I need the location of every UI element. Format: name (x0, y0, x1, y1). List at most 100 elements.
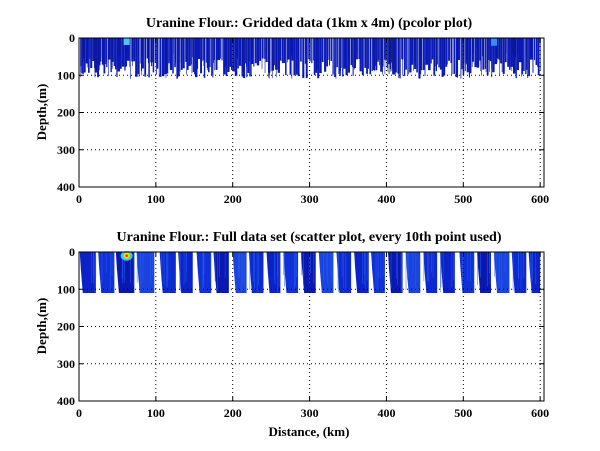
pcolor-cell (225, 38, 228, 77)
pcolor-cell (247, 38, 250, 74)
pcolor-cell (384, 38, 386, 60)
pcolor-cell (291, 38, 294, 61)
pcolor-cell (416, 38, 418, 73)
pcolor-cell (185, 38, 187, 62)
pcolor-cell (474, 38, 477, 68)
pcolor-cell (535, 38, 538, 65)
pcolor-cell (336, 38, 338, 68)
pcolor-cell (425, 38, 429, 65)
pcolor-cell (439, 38, 442, 70)
pcolor-cell (271, 38, 275, 71)
pcolor-cell (431, 38, 434, 60)
y-tick-label: 400 (57, 180, 75, 194)
scatter-plot-grid (79, 252, 544, 401)
pcolor-cell (293, 38, 296, 76)
scatter-profile (213, 252, 229, 293)
pcolor-cell (158, 38, 160, 78)
x-tick-label: 200 (224, 406, 242, 420)
pcolor-cell (242, 38, 246, 79)
pcolor-cell (308, 38, 310, 60)
pcolor-cell (156, 38, 159, 69)
pcolor-cell (317, 38, 320, 79)
pcolor-cell (330, 38, 332, 62)
x-tick-label: 300 (301, 406, 319, 420)
pcolor-cell (82, 38, 84, 74)
pcolor-cell (532, 38, 534, 73)
pcolor-cell (105, 38, 107, 65)
pcolor-cell (441, 38, 444, 77)
pcolor-cell (516, 38, 519, 71)
pcolor-cell (154, 38, 156, 63)
pcolor-cell (140, 38, 141, 64)
pcolor-cell (521, 38, 524, 75)
pcolor-cell (312, 38, 314, 61)
scatter-plot-title: Uranine Flour.: Full data set (scatter p… (117, 230, 502, 245)
pcolor-cell (411, 38, 414, 65)
pcolor-cell (386, 38, 388, 68)
pcolor-cell (311, 38, 313, 64)
pcolor-cell (129, 38, 131, 67)
pcolor-cell (300, 38, 302, 62)
pcolor-cell (232, 38, 235, 72)
pcolor-cell (254, 38, 257, 64)
pcolor-cell (345, 38, 348, 76)
pcolor-cell (117, 38, 120, 72)
pcolor-cell (392, 38, 395, 75)
pcolor-cell (186, 38, 189, 70)
pcolor-cell (145, 38, 147, 77)
pcolor-cell (214, 38, 216, 61)
pcolor-cell (212, 38, 214, 78)
pcolor-cell (515, 38, 517, 79)
pcolor-cell (140, 38, 142, 72)
pcolor-cell (92, 38, 95, 62)
pcolor-cell (289, 38, 292, 75)
pcolor-cell (498, 38, 500, 60)
x-tick-label: 600 (531, 192, 549, 206)
pcolor-cell (176, 38, 178, 79)
pcolor-cell (453, 38, 456, 74)
pcolor-cell (302, 38, 305, 79)
pcolor-cell (237, 38, 239, 69)
pcolor-cell (343, 38, 346, 69)
pcolor-cell (270, 38, 272, 72)
x-tick-label: 400 (377, 406, 395, 420)
pcolor-cell (211, 38, 213, 76)
pcolor-cell (485, 38, 487, 69)
pcolor-cell (502, 38, 505, 74)
pcolor-hotspot (123, 37, 130, 45)
pcolor-cell (342, 38, 344, 77)
x-tick-label: 0 (76, 406, 82, 420)
pcolor-cell (335, 38, 337, 79)
x-tick-label: 400 (377, 192, 395, 206)
pcolor-cell (494, 38, 497, 65)
pcolor-cell (180, 38, 183, 70)
pcolor-cell (206, 38, 209, 68)
y-tick-label: 100 (57, 282, 75, 296)
scatter-profile (459, 252, 475, 293)
gridded-pcolor-plot: Uranine Flour.: Gridded data (1km x 4m) … (34, 16, 549, 206)
pcolor-cell (405, 38, 407, 70)
pcolor-cell (229, 38, 232, 67)
pcolor-cell (287, 38, 290, 60)
pcolor-cell (194, 38, 198, 78)
pcolor-cell (274, 38, 276, 66)
pcolor-cell (340, 38, 342, 68)
pcolor-cell (455, 38, 458, 78)
pcolor-cell (332, 38, 334, 76)
pcolor-cell (133, 38, 136, 62)
pcolor-cell (217, 38, 221, 61)
pcolor-cell (452, 38, 454, 75)
pcolor-cell (359, 38, 362, 72)
pcolor-cell (277, 38, 280, 73)
pcolor-cell (98, 38, 101, 66)
pcolor-cell (295, 38, 298, 75)
pcolor-cell (358, 38, 360, 59)
scatter-profile (477, 252, 491, 293)
pcolor-cell (533, 38, 536, 61)
pcolor-cell (161, 38, 165, 77)
pcolor-cell (399, 38, 401, 79)
y-tick-label: 300 (57, 357, 75, 371)
pcolor-cell (321, 38, 324, 62)
gridded-plot-ylabel: Depth,(m) (34, 84, 49, 141)
